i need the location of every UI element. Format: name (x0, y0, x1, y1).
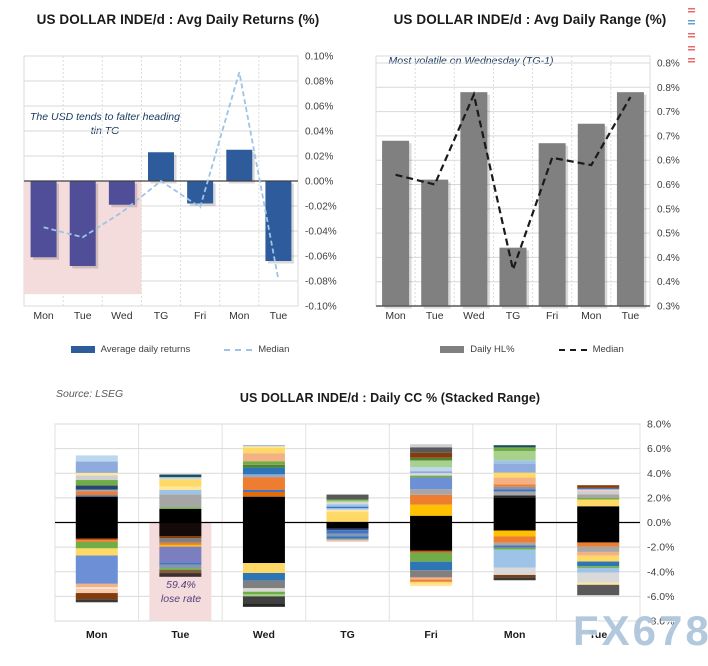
svg-text:-0.04%: -0.04% (305, 227, 337, 238)
edge-mark-icon (688, 20, 695, 25)
median-line-swatch (558, 348, 587, 351)
returns-annotation: The USD tends to falter heading tin TG (29, 111, 180, 138)
svg-text:Tue: Tue (171, 629, 189, 641)
svg-text:-6.0%: -6.0% (647, 591, 674, 603)
source-note: Source: LSEG (56, 388, 124, 400)
svg-text:Fri: Fri (424, 629, 438, 641)
svg-text:0.4%: 0.4% (657, 277, 680, 288)
svg-text:0.5%: 0.5% (657, 204, 680, 215)
svg-text:TG: TG (506, 310, 521, 322)
svg-text:Mon: Mon (504, 629, 526, 641)
svg-text:8.0%: 8.0% (647, 419, 671, 431)
svg-text:0.7%: 0.7% (657, 107, 680, 118)
returns-legend: Average daily returns Median (6, 344, 354, 355)
svg-text:0.06%: 0.06% (305, 102, 333, 113)
svg-text:Tue: Tue (589, 629, 607, 641)
svg-text:-8.0%: -8.0% (647, 616, 674, 628)
edge-mark-icon (688, 58, 695, 63)
svg-text:Mon: Mon (229, 310, 250, 322)
svg-text:Wed: Wed (253, 629, 275, 641)
stacked-plot: 8.0% 6.0% 4.0% 2.0% 0.0% -2.0% -4.0% -6.0% -8.0%… (54, 419, 674, 641)
legend-item-median: Median (224, 344, 289, 355)
bar-series-swatch (440, 346, 465, 353)
svg-text:Tue: Tue (74, 310, 92, 322)
returns-chart-title: US DOLLAR INDE/d : Avg Daily Returns (%) (36, 12, 320, 27)
median-line-swatch (224, 348, 253, 351)
svg-text:-0.06%: -0.06% (305, 252, 337, 263)
range-plot: 0.8% 0.8% 0.7% 0.7% 0.6% 0.6% 0.5% 0.5% 0.4% 0.4%… (375, 55, 680, 322)
edge-mark-icon (688, 8, 695, 13)
svg-text:Mon: Mon (581, 310, 602, 322)
svg-text:-2.0%: -2.0% (647, 542, 674, 554)
range-legend: Daily HL% Median (358, 344, 706, 355)
svg-text:2.0%: 2.0% (647, 492, 671, 504)
svg-text:0.3%: 0.3% (657, 302, 680, 313)
svg-text:0.10%: 0.10% (305, 52, 333, 63)
svg-text:Tue: Tue (426, 310, 444, 322)
legend-label: Median (258, 344, 290, 355)
svg-text:Mon: Mon (33, 310, 54, 322)
svg-text:-4.0%: -4.0% (647, 566, 674, 578)
svg-text:Wed: Wed (111, 310, 133, 322)
svg-text:0.00%: 0.00% (305, 177, 333, 188)
svg-text:0.4%: 0.4% (657, 253, 680, 264)
edge-mark-icon (688, 46, 695, 51)
svg-text:0.8%: 0.8% (657, 59, 680, 70)
legend-label: Median (592, 344, 624, 355)
svg-text:Wed: Wed (463, 310, 485, 322)
svg-text:Tue: Tue (622, 310, 640, 322)
range-chart-title: US DOLLAR INDE/d : Avg Daily Range (%) (393, 12, 667, 27)
daily-cc-stacked-chart: Source: LSEG US DOLLAR INDE/d : Daily CC… (0, 378, 708, 666)
legend-label: Daily HL% (470, 344, 515, 355)
svg-text:-0.02%: -0.02% (305, 202, 337, 213)
svg-text:0.02%: 0.02% (305, 152, 333, 163)
svg-text:0.6%: 0.6% (657, 156, 680, 167)
legend-label: Average daily returns (100, 344, 191, 355)
edge-mark-icon (688, 33, 695, 38)
svg-text:0.0%: 0.0% (647, 517, 671, 529)
svg-text:Fri: Fri (194, 310, 206, 322)
avg-daily-returns-chart: US DOLLAR INDE/d : Avg Daily Returns (%)… (6, 0, 354, 372)
svg-text:TG: TG (154, 310, 169, 322)
svg-text:-0.10%: -0.10% (305, 302, 337, 313)
range-annotation: Most volatile on Wednesday (TG-1) (388, 55, 554, 67)
svg-text:4.0%: 4.0% (647, 468, 671, 480)
legend-item-median: Median (558, 344, 624, 355)
svg-text:-0.08%: -0.08% (305, 277, 337, 288)
legend-item-average-daily-returns: Average daily returns (70, 344, 191, 355)
svg-text:0.5%: 0.5% (657, 229, 680, 240)
lose-rate-annotation: 59.4% lose rate (160, 579, 202, 606)
svg-text:TG: TG (340, 629, 355, 641)
svg-text:Mon: Mon (86, 629, 108, 641)
stacked-chart-title: US DOLLAR INDE/d : Daily CC % (Stacked R… (239, 391, 541, 405)
avg-daily-range-chart: US DOLLAR INDE/d : Avg Daily Range (%) M… (358, 0, 706, 372)
svg-text:0.04%: 0.04% (305, 127, 333, 138)
svg-text:0.8%: 0.8% (657, 83, 680, 94)
fx678-watermark: FX678 (573, 607, 708, 654)
svg-text:Fri: Fri (546, 310, 558, 322)
bar-series-swatch (70, 346, 95, 353)
returns-plot: 0.10% 0.08% 0.06% 0.04% 0.02% 0.00% -0.02% -0.0… (23, 52, 337, 322)
svg-text:0.08%: 0.08% (305, 77, 333, 88)
svg-text:Mon: Mon (385, 310, 406, 322)
svg-text:0.6%: 0.6% (657, 180, 680, 191)
svg-text:0.7%: 0.7% (657, 131, 680, 142)
svg-text:6.0%: 6.0% (647, 443, 671, 455)
svg-text:Tue: Tue (270, 310, 288, 322)
legend-item-daily-hl: Daily HL% (440, 344, 515, 355)
